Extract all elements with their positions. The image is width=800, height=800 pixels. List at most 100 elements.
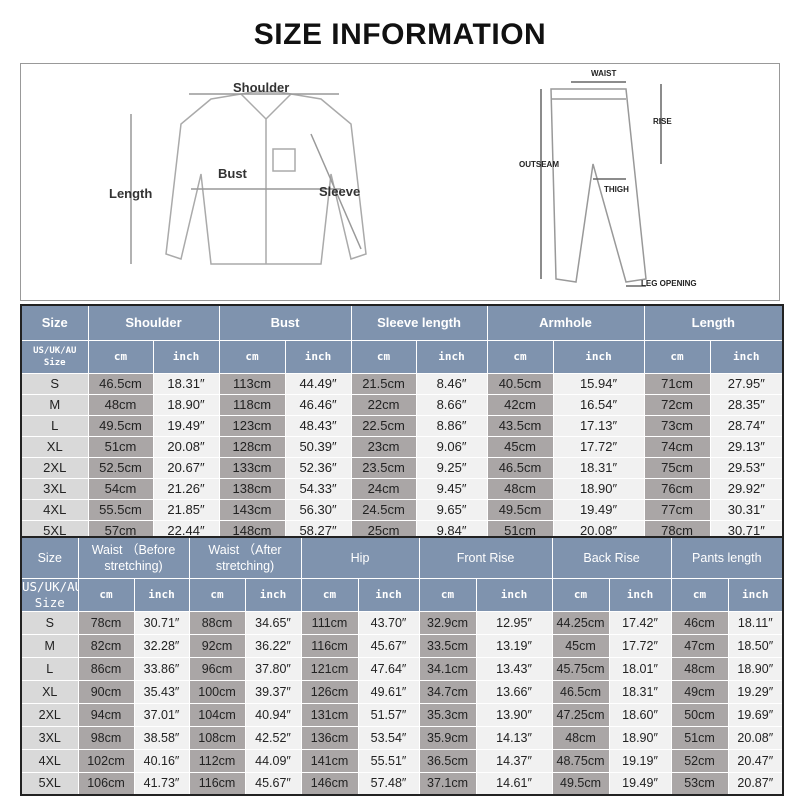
- cm-cell: 71cm: [643, 372, 711, 395]
- cm-cell: 102cm: [77, 748, 135, 773]
- cm-cell: 47.25cm: [551, 702, 610, 727]
- size-subheader: US/UK/AU Size: [20, 577, 79, 612]
- inch-cell: 44.49″: [284, 372, 352, 395]
- cm-cell: 48cm: [87, 393, 154, 416]
- inch-cell: 17.13″: [552, 414, 645, 437]
- cm-cell: 143cm: [218, 498, 286, 521]
- size-cell: M: [20, 633, 79, 658]
- inch-cell: 20.87″: [727, 771, 784, 796]
- page-title: SIZE INFORMATION: [253, 18, 547, 51]
- inch-subheader: inch: [244, 577, 302, 612]
- rise-label: RISE: [653, 117, 672, 126]
- inch-cell: 19.69″: [727, 702, 784, 727]
- cm-cell: 52.5cm: [87, 456, 154, 479]
- inch-cell: 56.30″: [284, 498, 352, 521]
- cm-cell: 76cm: [643, 477, 711, 500]
- inch-cell: 41.73″: [133, 771, 190, 796]
- cm-cell: 47cm: [670, 633, 729, 658]
- size-cell: 4XL: [20, 498, 89, 521]
- size-subheader: US/UK/AU Size: [20, 339, 89, 374]
- inch-cell: 18.90″: [152, 393, 220, 416]
- cm-subheader: cm: [486, 339, 554, 374]
- cm-cell: 36.5cm: [418, 748, 477, 773]
- inch-subheader: inch: [552, 339, 645, 374]
- length-label: Length: [109, 186, 152, 201]
- cm-subheader: cm: [350, 339, 417, 374]
- inch-cell: 17.72″: [608, 633, 672, 658]
- pants-diagram: WAIST RISE OUTSEAM THIGH LEG OPENING: [519, 69, 697, 288]
- table-row: 2XL 94cm 37.01″ 104cm 40.94″ 131cm 51.57″ 35.3c…: [20, 702, 784, 727]
- cm-cell: 21.5cm: [350, 372, 417, 395]
- column-header: Front Rise: [418, 536, 553, 579]
- inch-cell: 17.72″: [552, 435, 645, 458]
- table-row: XL 90cm 35.43″ 100cm 39.37″ 126cm 49.61″ 34.7cm…: [20, 679, 784, 704]
- cm-cell: 112cm: [188, 748, 246, 773]
- inch-cell: 19.49″: [552, 498, 645, 521]
- cm-cell: 34.1cm: [418, 656, 477, 681]
- cm-cell: 126cm: [300, 679, 359, 704]
- cm-cell: 50cm: [670, 702, 729, 727]
- inch-cell: 46.46″: [284, 393, 352, 416]
- inch-cell: 47.64″: [357, 656, 420, 681]
- size-cell: M: [20, 393, 89, 416]
- cm-cell: 23.5cm: [350, 456, 417, 479]
- cm-cell: 54cm: [87, 477, 154, 500]
- inch-cell: 55.51″: [357, 748, 420, 773]
- inch-subheader: inch: [284, 339, 352, 374]
- cm-cell: 131cm: [300, 702, 359, 727]
- inch-cell: 12.95″: [475, 610, 553, 635]
- cm-cell: 133cm: [218, 456, 286, 479]
- inch-cell: 9.25″: [415, 456, 488, 479]
- cm-subheader: cm: [77, 577, 135, 612]
- bottom-size-table: Size Waist （Before stretching) Waist （Afte…: [20, 536, 785, 796]
- inch-subheader: inch: [152, 339, 220, 374]
- inch-cell: 13.43″: [475, 656, 553, 681]
- cm-cell: 52cm: [670, 748, 729, 773]
- cm-cell: 45cm: [551, 633, 610, 658]
- cm-cell: 138cm: [218, 477, 286, 500]
- cm-cell: 141cm: [300, 748, 359, 773]
- table-row: M 82cm 32.28″ 92cm 36.22″ 116cm 45.67″ 33.5cm 13…: [20, 633, 784, 658]
- inch-cell: 28.74″: [709, 414, 784, 437]
- inch-cell: 53.54″: [357, 725, 420, 750]
- column-header: Pants length: [670, 536, 784, 579]
- cm-cell: 49cm: [670, 679, 729, 704]
- inch-cell: 8.86″: [415, 414, 488, 437]
- cm-cell: 48cm: [551, 725, 610, 750]
- cm-cell: 49.5cm: [486, 498, 554, 521]
- cm-cell: 45cm: [486, 435, 554, 458]
- table-row: 2XL 52.5cm 20.67″ 133cm 52.36″ 23.5cm 9.25″ 46.…: [20, 456, 784, 479]
- cm-cell: 51cm: [87, 435, 154, 458]
- size-cell: 4XL: [20, 748, 79, 773]
- inch-cell: 13.19″: [475, 633, 553, 658]
- inch-cell: 29.92″: [709, 477, 784, 500]
- size-cell: 5XL: [20, 771, 79, 796]
- cm-cell: 43.5cm: [486, 414, 554, 437]
- cm-cell: 35.3cm: [418, 702, 477, 727]
- inch-cell: 42.52″: [244, 725, 302, 750]
- inch-cell: 48.43″: [284, 414, 352, 437]
- inch-cell: 28.35″: [709, 393, 784, 416]
- cm-cell: 37.1cm: [418, 771, 477, 796]
- inch-cell: 18.90″: [608, 725, 672, 750]
- inch-cell: 44.09″: [244, 748, 302, 773]
- table-row: 4XL 102cm 40.16″ 112cm 44.09″ 141cm 55.51″ 36.5…: [20, 748, 784, 773]
- inch-cell: 18.11″: [727, 610, 784, 635]
- table-row: L 86cm 33.86″ 96cm 37.80″ 121cm 47.64″ 34.1cm 13…: [20, 656, 784, 681]
- inch-subheader: inch: [727, 577, 784, 612]
- inch-subheader: inch: [608, 577, 672, 612]
- cm-subheader: cm: [670, 577, 729, 612]
- cm-subheader: cm: [300, 577, 359, 612]
- size-cell: S: [20, 372, 89, 395]
- cm-cell: 116cm: [188, 771, 246, 796]
- inch-cell: 20.08″: [152, 435, 220, 458]
- inch-cell: 19.19″: [608, 748, 672, 773]
- inch-cell: 19.49″: [608, 771, 672, 796]
- cm-cell: 35.9cm: [418, 725, 477, 750]
- cm-cell: 40.5cm: [486, 372, 554, 395]
- cm-cell: 108cm: [188, 725, 246, 750]
- cm-cell: 42cm: [486, 393, 554, 416]
- inch-cell: 18.31″: [552, 456, 645, 479]
- inch-cell: 43.70″: [357, 610, 420, 635]
- cm-cell: 45.75cm: [551, 656, 610, 681]
